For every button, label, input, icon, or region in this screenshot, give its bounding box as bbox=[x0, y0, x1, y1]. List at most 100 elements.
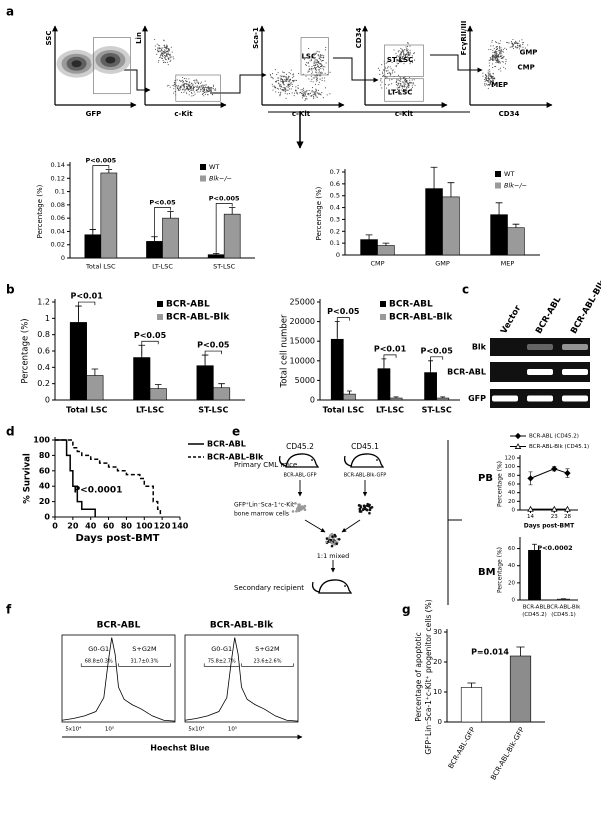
event-dot bbox=[278, 85, 281, 87]
event-dot bbox=[402, 85, 404, 87]
event-dot bbox=[281, 75, 283, 77]
event-dot bbox=[315, 62, 317, 64]
event-dot bbox=[487, 87, 489, 89]
event-dot bbox=[154, 45, 156, 47]
event-dot bbox=[520, 46, 522, 48]
event-dot bbox=[413, 59, 416, 61]
event-dot bbox=[383, 69, 385, 71]
event-dot bbox=[394, 71, 396, 73]
y-tick-label: 10 bbox=[433, 688, 442, 696]
event-dot bbox=[495, 60, 498, 62]
event-dot bbox=[280, 84, 282, 86]
annotation: P<0.05 bbox=[327, 307, 360, 316]
event-dot bbox=[213, 89, 215, 91]
event-dot bbox=[311, 71, 314, 73]
y-tick-label: 0.8 bbox=[37, 330, 50, 339]
event-dot bbox=[321, 57, 323, 59]
event-dot bbox=[201, 93, 204, 95]
y-axis-label: % Survival bbox=[23, 453, 33, 504]
event-dot bbox=[202, 92, 204, 94]
event-dot bbox=[316, 61, 318, 63]
event-dot bbox=[325, 62, 327, 64]
bar bbox=[100, 172, 118, 259]
event-dot bbox=[170, 56, 172, 58]
event-dot bbox=[406, 51, 408, 53]
event-dot bbox=[407, 49, 409, 51]
event-dot bbox=[190, 86, 192, 88]
event-dot bbox=[511, 42, 513, 44]
gate-value: 68.8±0.3% bbox=[85, 659, 113, 665]
event-dot bbox=[290, 88, 292, 90]
event-dot bbox=[389, 66, 391, 68]
significance-bracket bbox=[78, 301, 96, 321]
y-axis-label: Percentage (%) bbox=[315, 186, 323, 240]
event-dot bbox=[190, 87, 192, 90]
x-tick-label: Total LSC bbox=[66, 406, 108, 415]
event-dot bbox=[396, 87, 398, 89]
event-dot bbox=[207, 89, 209, 91]
annotation: P<0.01 bbox=[374, 344, 407, 353]
event-dot bbox=[312, 77, 314, 79]
gel-band bbox=[562, 369, 588, 375]
y-tick-label: 5000 bbox=[295, 376, 315, 385]
event-dot bbox=[491, 41, 493, 43]
event-dot bbox=[492, 79, 494, 81]
event-dot bbox=[185, 79, 187, 82]
event-dot bbox=[402, 50, 404, 52]
bar bbox=[436, 397, 450, 401]
chart-label: PB bbox=[478, 473, 493, 484]
event-dot bbox=[186, 86, 188, 88]
gate bbox=[93, 37, 131, 95]
event-dot bbox=[496, 58, 498, 61]
event-dot bbox=[302, 95, 304, 97]
event-dot bbox=[157, 51, 159, 53]
event-dot bbox=[522, 43, 524, 45]
event-dot bbox=[491, 75, 493, 78]
event-dot bbox=[156, 53, 158, 55]
event-dot bbox=[400, 53, 402, 56]
legend-swatch bbox=[380, 301, 386, 307]
y-tick-label: 0 bbox=[512, 598, 516, 604]
y-tick-label: 20 bbox=[508, 499, 515, 505]
event-dot bbox=[302, 87, 304, 89]
x-tick-label: 80 bbox=[121, 522, 133, 531]
event-dot bbox=[174, 91, 176, 93]
event-dot bbox=[194, 79, 196, 81]
event-dot bbox=[191, 87, 193, 89]
event-dot bbox=[282, 71, 284, 73]
event-dot bbox=[279, 88, 281, 90]
event-dot bbox=[196, 88, 198, 91]
legend-label: Blk−/− bbox=[209, 175, 232, 183]
flow-y-label: Sca-1 bbox=[252, 27, 260, 49]
cell-dot bbox=[325, 537, 329, 540]
event-dot bbox=[188, 89, 190, 91]
bar bbox=[557, 598, 570, 601]
event-dot bbox=[315, 90, 317, 92]
event-dot bbox=[402, 55, 405, 57]
event-dot bbox=[501, 60, 503, 62]
event-dot bbox=[308, 89, 310, 92]
gate-label: G0-G1 bbox=[88, 645, 109, 653]
event-dot bbox=[302, 73, 304, 75]
event-dot bbox=[185, 89, 187, 91]
gate-label: LSC bbox=[301, 52, 316, 60]
event-dot bbox=[274, 86, 276, 88]
y-tick-label: 0.5 bbox=[330, 192, 340, 200]
event-dot bbox=[314, 94, 316, 96]
event-dot bbox=[504, 68, 506, 70]
y-tick-label: 0 bbox=[44, 513, 50, 522]
event-dot bbox=[491, 81, 493, 83]
event-dot bbox=[497, 62, 500, 64]
event-dot bbox=[211, 94, 213, 96]
event-dot bbox=[389, 74, 391, 76]
event-dot bbox=[491, 85, 493, 87]
event-dot bbox=[396, 79, 398, 81]
event-dot bbox=[393, 49, 395, 51]
event-dot bbox=[169, 60, 171, 63]
event-dot bbox=[191, 95, 193, 97]
bar bbox=[343, 393, 356, 401]
cell-dot bbox=[297, 505, 300, 508]
event-dot bbox=[317, 89, 320, 91]
flow-y-label: FcγRII/III bbox=[460, 21, 468, 56]
event-dot bbox=[400, 57, 402, 59]
